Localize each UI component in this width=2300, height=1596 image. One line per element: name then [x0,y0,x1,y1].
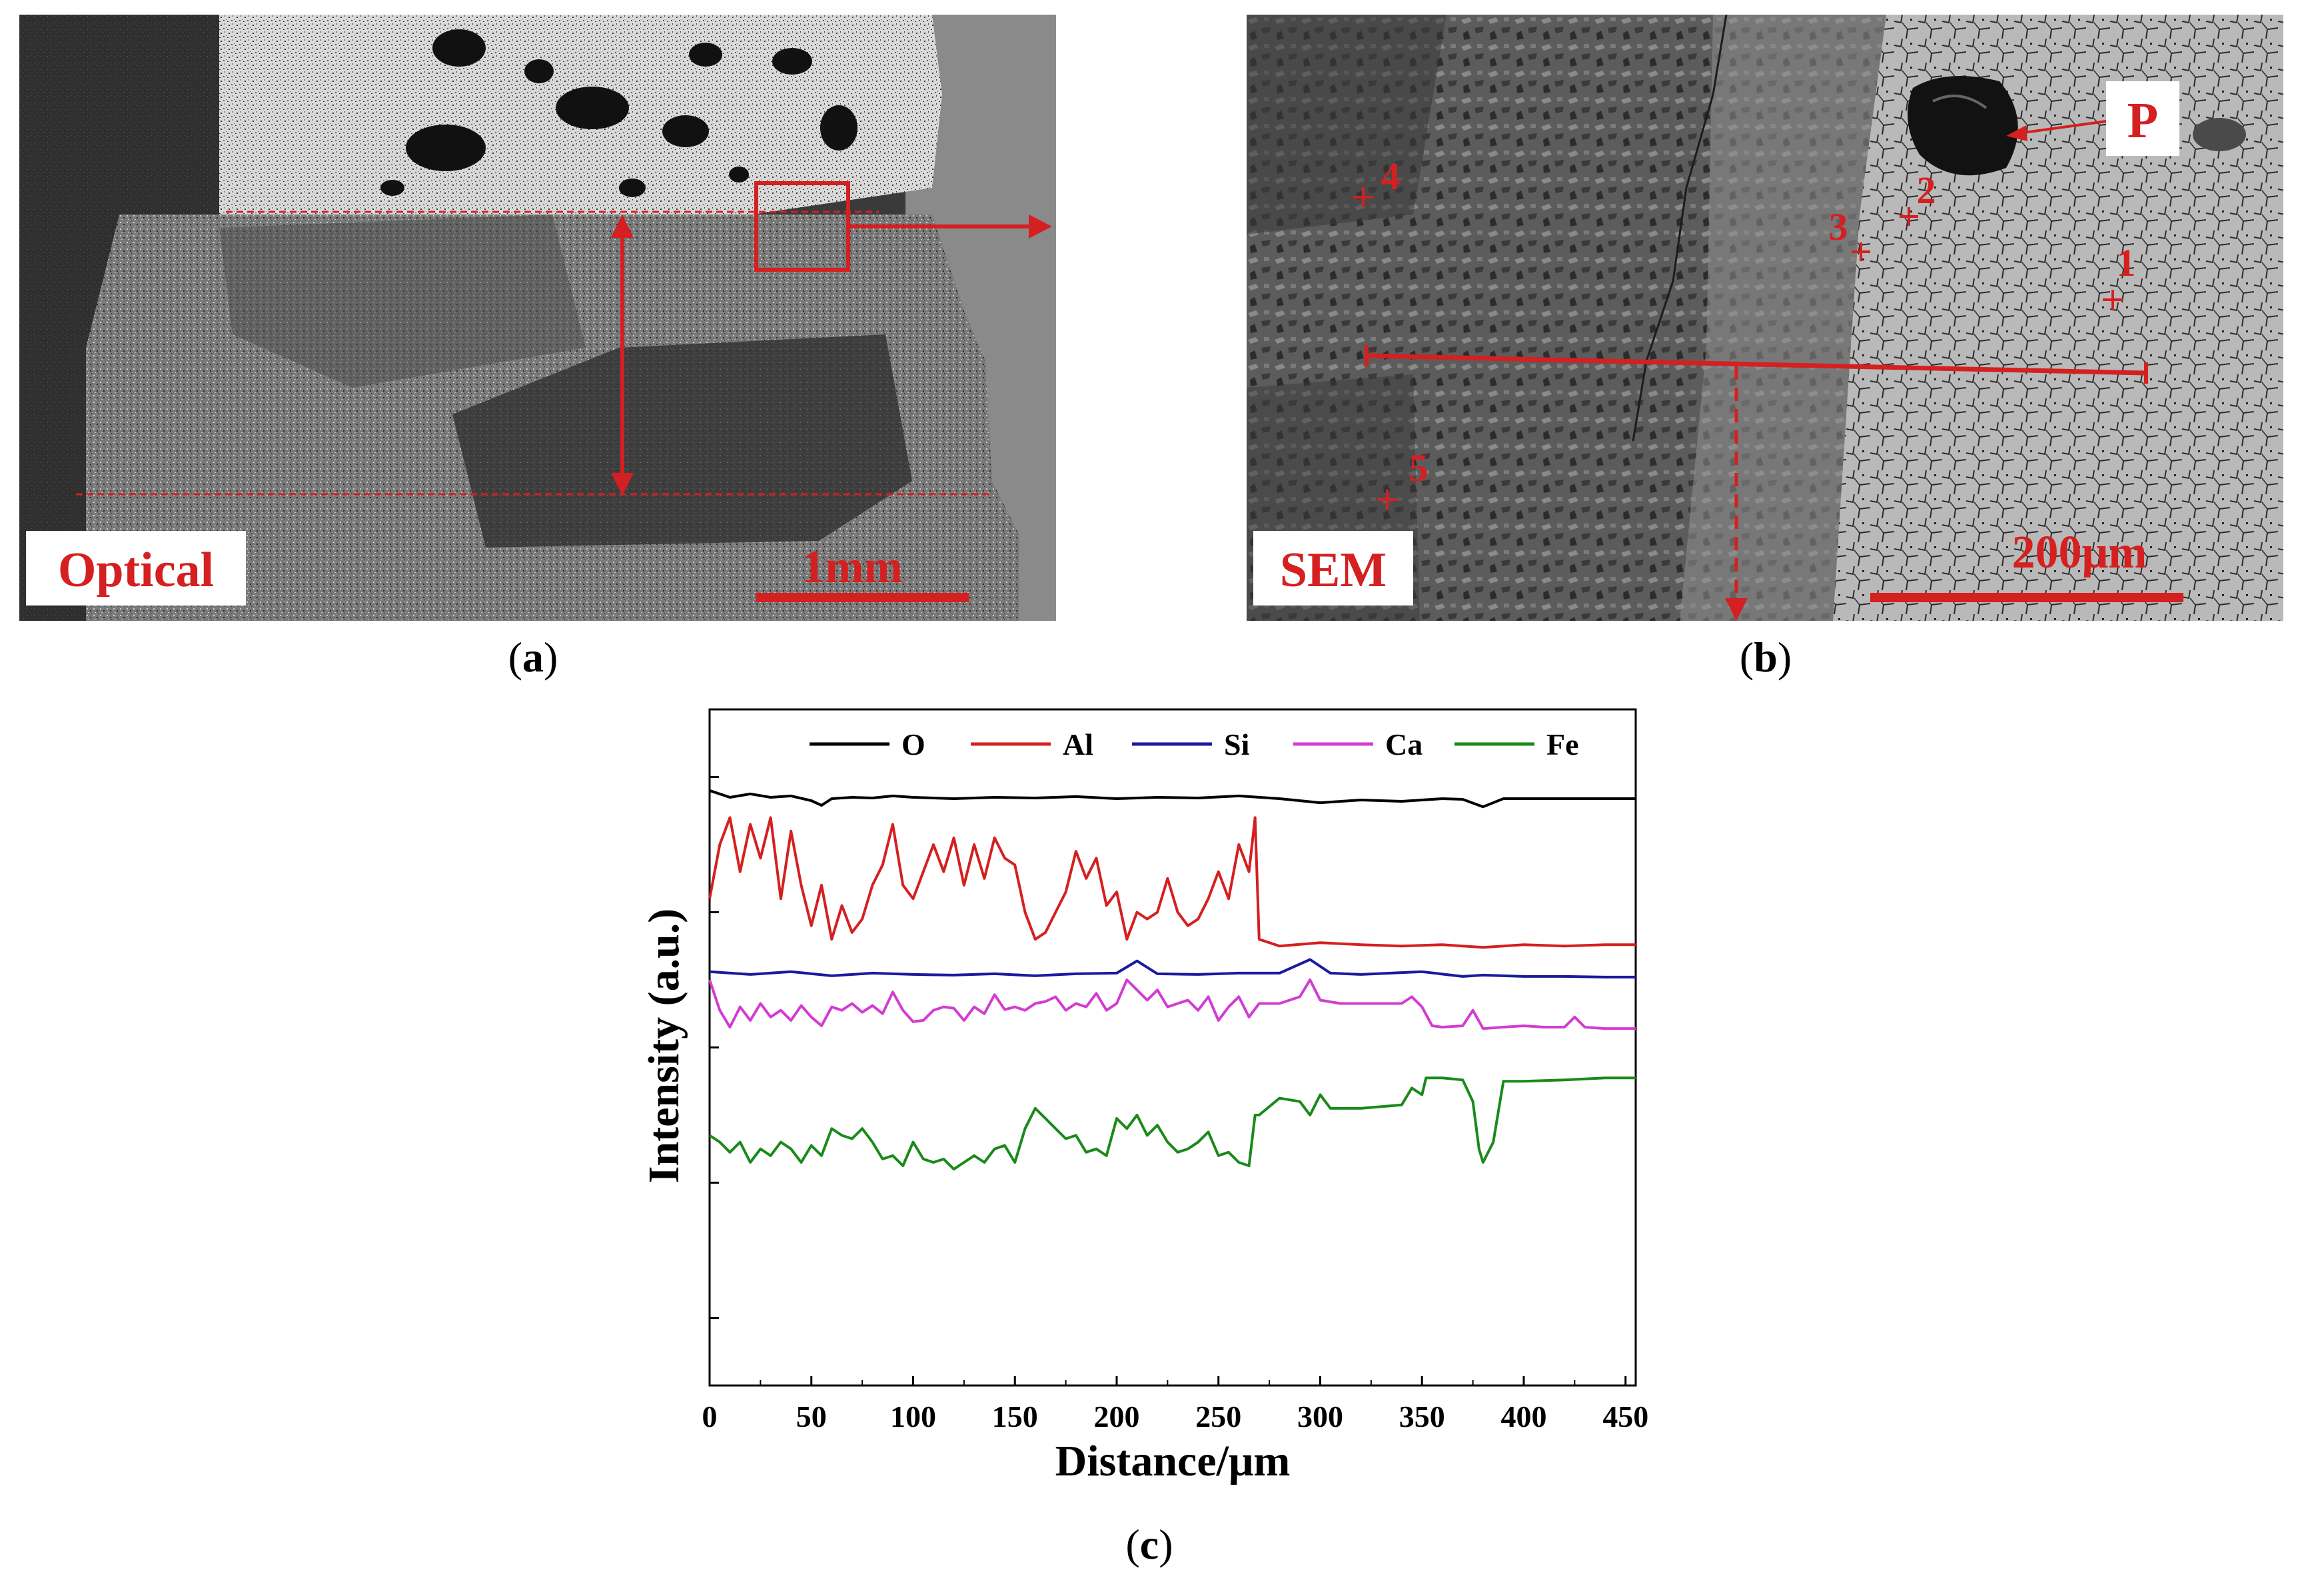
x-tick-label: 300 [1297,1399,1343,1433]
x-axis-label: Distance/μm [1055,1437,1291,1485]
legend-label-Al: Al [1063,727,1093,761]
point-3-label: 3 [1829,205,1848,248]
scale-bar [756,593,969,602]
sem-micrograph: 1 2 3 4 5 P SEM 200μm [1247,15,2283,621]
y-axis-ticks [710,776,719,1319]
x-tick-label: 50 [796,1399,827,1433]
x-tick-label: 450 [1602,1399,1648,1433]
x-tick-label: 150 [992,1399,1038,1433]
optical-label: Optical [58,543,214,598]
sem-label: SEM [1280,543,1387,598]
line-scan-chart-panel: 0 50 100 150 200 250 300 350 400 450 O Al Si Ca Fe Di… [620,693,1672,1532]
plot-area [708,708,1637,1387]
series-line-Ca [708,979,1636,1030]
scale-bar [1870,593,2183,602]
optical-micrograph: Optical 1mm [19,15,1056,621]
series-line-O [709,789,1636,809]
caption-c: (c) [1125,1521,1173,1568]
optical-label-box [26,531,246,605]
y-axis-label: Intensity (a.u.) [640,909,688,1184]
sem-micrograph-panel: 1 2 3 4 5 P SEM 200μm [1247,15,2283,621]
caption-b: (b) [1739,633,1792,681]
legend-label-O: O [901,727,925,761]
legend-label-Si: Si [1224,727,1250,761]
point-4-label: 4 [1381,155,1401,198]
series-line-Si [709,958,1636,979]
point-5-label: 5 [1409,446,1429,490]
scale-bar-label: 200μm [2012,527,2147,578]
point-1-label: 1 [2117,241,2136,284]
legend-label-Fe: Fe [1546,727,1579,761]
optical-micrograph-panel: Optical 1mm [19,15,1056,621]
x-tick-label: 200 [1093,1399,1139,1433]
x-tick-label: 350 [1399,1399,1445,1433]
caption-a: (a) [508,633,558,681]
legend-label-Ca: Ca [1385,727,1423,761]
legend: O Al Si Ca Fe [810,727,1579,761]
series-lines [708,789,1636,1171]
sem-label-box [1253,531,1413,605]
series-line-Fe [708,1076,1636,1171]
x-tick-label: 0 [702,1399,718,1433]
line-scan-chart: 0 50 100 150 200 250 300 350 400 450 O Al Si Ca Fe Di… [640,708,1648,1485]
point-2-label: 2 [1917,169,1936,212]
x-axis: 0 50 100 150 200 250 300 350 400 450 [702,1376,1648,1433]
pore-label: P [2127,93,2158,149]
series-line-Al [708,816,1636,949]
x-tick-label: 400 [1500,1399,1546,1433]
pore-label-box [2106,81,2179,156]
x-tick-label: 250 [1195,1399,1241,1433]
line-scan-path [1366,353,2147,376]
scale-bar-label: 1mm [802,542,903,593]
x-tick-label: 100 [890,1399,936,1433]
